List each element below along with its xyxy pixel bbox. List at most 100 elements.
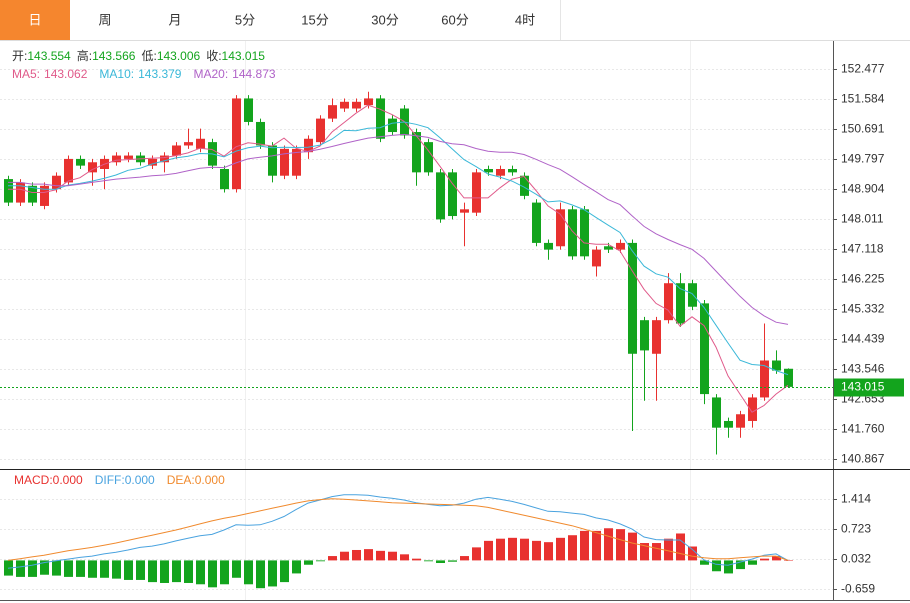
macd-bar	[688, 546, 697, 561]
macd-bar	[376, 550, 385, 561]
candle-body	[388, 118, 397, 133]
macd-bar	[484, 540, 493, 561]
ma-legend: MA5: 143.062 MA10: 143.379 MA20: 144.873	[12, 67, 276, 81]
candle-body	[88, 162, 97, 173]
macd-bar	[460, 556, 469, 561]
legend-value: 143.062	[44, 67, 88, 81]
macd-bar	[748, 560, 757, 565]
candle-body	[316, 118, 325, 143]
macd-bar	[148, 560, 157, 583]
tab-bg[interactable]	[490, 0, 560, 40]
candle-body	[376, 98, 385, 139]
macd-panel: 1.414 0.723 0.032 -0.659	[0, 492, 875, 596]
tab-bg[interactable]	[140, 0, 210, 40]
tab-label[interactable]: 5分	[235, 12, 255, 27]
tab-bg[interactable]	[70, 0, 140, 40]
macd-bar	[736, 560, 745, 570]
tab-label[interactable]: 30分	[371, 12, 398, 27]
macd-bar	[364, 549, 373, 561]
legend-value: 0.000	[195, 473, 225, 487]
macd-bar	[268, 560, 277, 587]
candle-body	[712, 397, 721, 428]
candle-body	[748, 397, 757, 421]
candle-body	[352, 101, 361, 109]
tab-bg[interactable]	[420, 0, 490, 40]
legend-label: MACD:	[14, 473, 53, 487]
tab-bg[interactable]	[350, 0, 420, 40]
macd-bar	[616, 529, 625, 561]
candle-body	[688, 283, 697, 307]
macd-bar	[280, 560, 289, 583]
macd-bar	[328, 556, 337, 561]
candle-body	[268, 145, 277, 176]
macd-bar	[532, 540, 541, 561]
ohlc-legend: 开:143.554 高:143.566 低:143.006 收:143.015	[12, 48, 265, 63]
candle-body	[64, 158, 73, 183]
candle-body	[220, 168, 229, 190]
candle-body	[28, 185, 37, 203]
macd-bar	[124, 560, 133, 580]
macd-bar	[592, 530, 601, 561]
candle-body	[184, 142, 193, 146]
macd-bar	[472, 547, 481, 561]
macd-bar	[160, 560, 169, 583]
y-tick-label: -0.659	[841, 582, 875, 596]
macd-bar	[388, 551, 397, 561]
macd-bar	[664, 538, 673, 561]
candle-body	[196, 138, 205, 149]
tab-label[interactable]: 15分	[301, 12, 328, 27]
candle-body	[172, 145, 181, 156]
legend-label: 开:	[12, 49, 27, 63]
tab-label[interactable]: 日	[28, 12, 41, 27]
macd-bar	[340, 551, 349, 561]
candle-body	[460, 209, 469, 213]
macd-bar	[184, 560, 193, 583]
candle-body	[232, 98, 241, 190]
tab-bg[interactable]	[280, 0, 350, 40]
tab-bg[interactable]	[0, 0, 70, 40]
tab-bg[interactable]	[210, 0, 280, 40]
candle-body	[40, 185, 49, 206]
tab-bar: 日 周 月 5分 15分 30分 60分 4时	[0, 0, 561, 40]
last-price-box	[834, 378, 904, 397]
macd-bar	[256, 560, 265, 589]
macd-bar	[544, 542, 553, 561]
legend-label: MA10:	[99, 67, 134, 81]
legend-label: 收:	[206, 49, 221, 63]
y-tick-label: 146.225	[841, 272, 885, 286]
tab-label[interactable]: 60分	[441, 12, 468, 27]
tab-label[interactable]: 月	[168, 12, 181, 27]
candle-body	[532, 202, 541, 243]
macd-bar	[604, 528, 613, 561]
macd-bar	[700, 560, 709, 565]
macd-bar	[244, 560, 253, 585]
candle-body	[364, 98, 373, 106]
legends: 开:143.554 高:143.566 低:143.006 收:143.015 MA5:…	[12, 48, 276, 487]
legend-value: 143.015	[222, 49, 266, 63]
candle-body	[484, 168, 493, 173]
candle-body	[148, 158, 157, 166]
candle-body	[544, 242, 553, 250]
candle-body	[508, 168, 517, 173]
candle-body	[112, 155, 121, 163]
legend-value: 143.006	[157, 49, 201, 63]
macd-bar	[172, 560, 181, 583]
y-tick-label: 151.584	[841, 92, 885, 106]
candle-body	[292, 148, 301, 176]
macd-bar	[28, 560, 37, 577]
candle-body	[604, 246, 613, 250]
macd-bar	[676, 533, 685, 561]
macd-bar	[52, 560, 61, 576]
macd-bar	[496, 538, 505, 561]
macd-bar	[448, 560, 457, 562]
macd-bar	[232, 560, 241, 578]
candle-body	[592, 249, 601, 267]
macd-bar	[520, 538, 529, 561]
tab-label[interactable]: 周	[98, 12, 111, 27]
line-ma20	[8, 133, 789, 325]
macd-bar	[208, 560, 217, 588]
candle-body	[580, 209, 589, 257]
tab-label[interactable]: 4时	[515, 12, 535, 27]
candle-body	[724, 420, 733, 428]
macd-bar	[652, 543, 661, 561]
